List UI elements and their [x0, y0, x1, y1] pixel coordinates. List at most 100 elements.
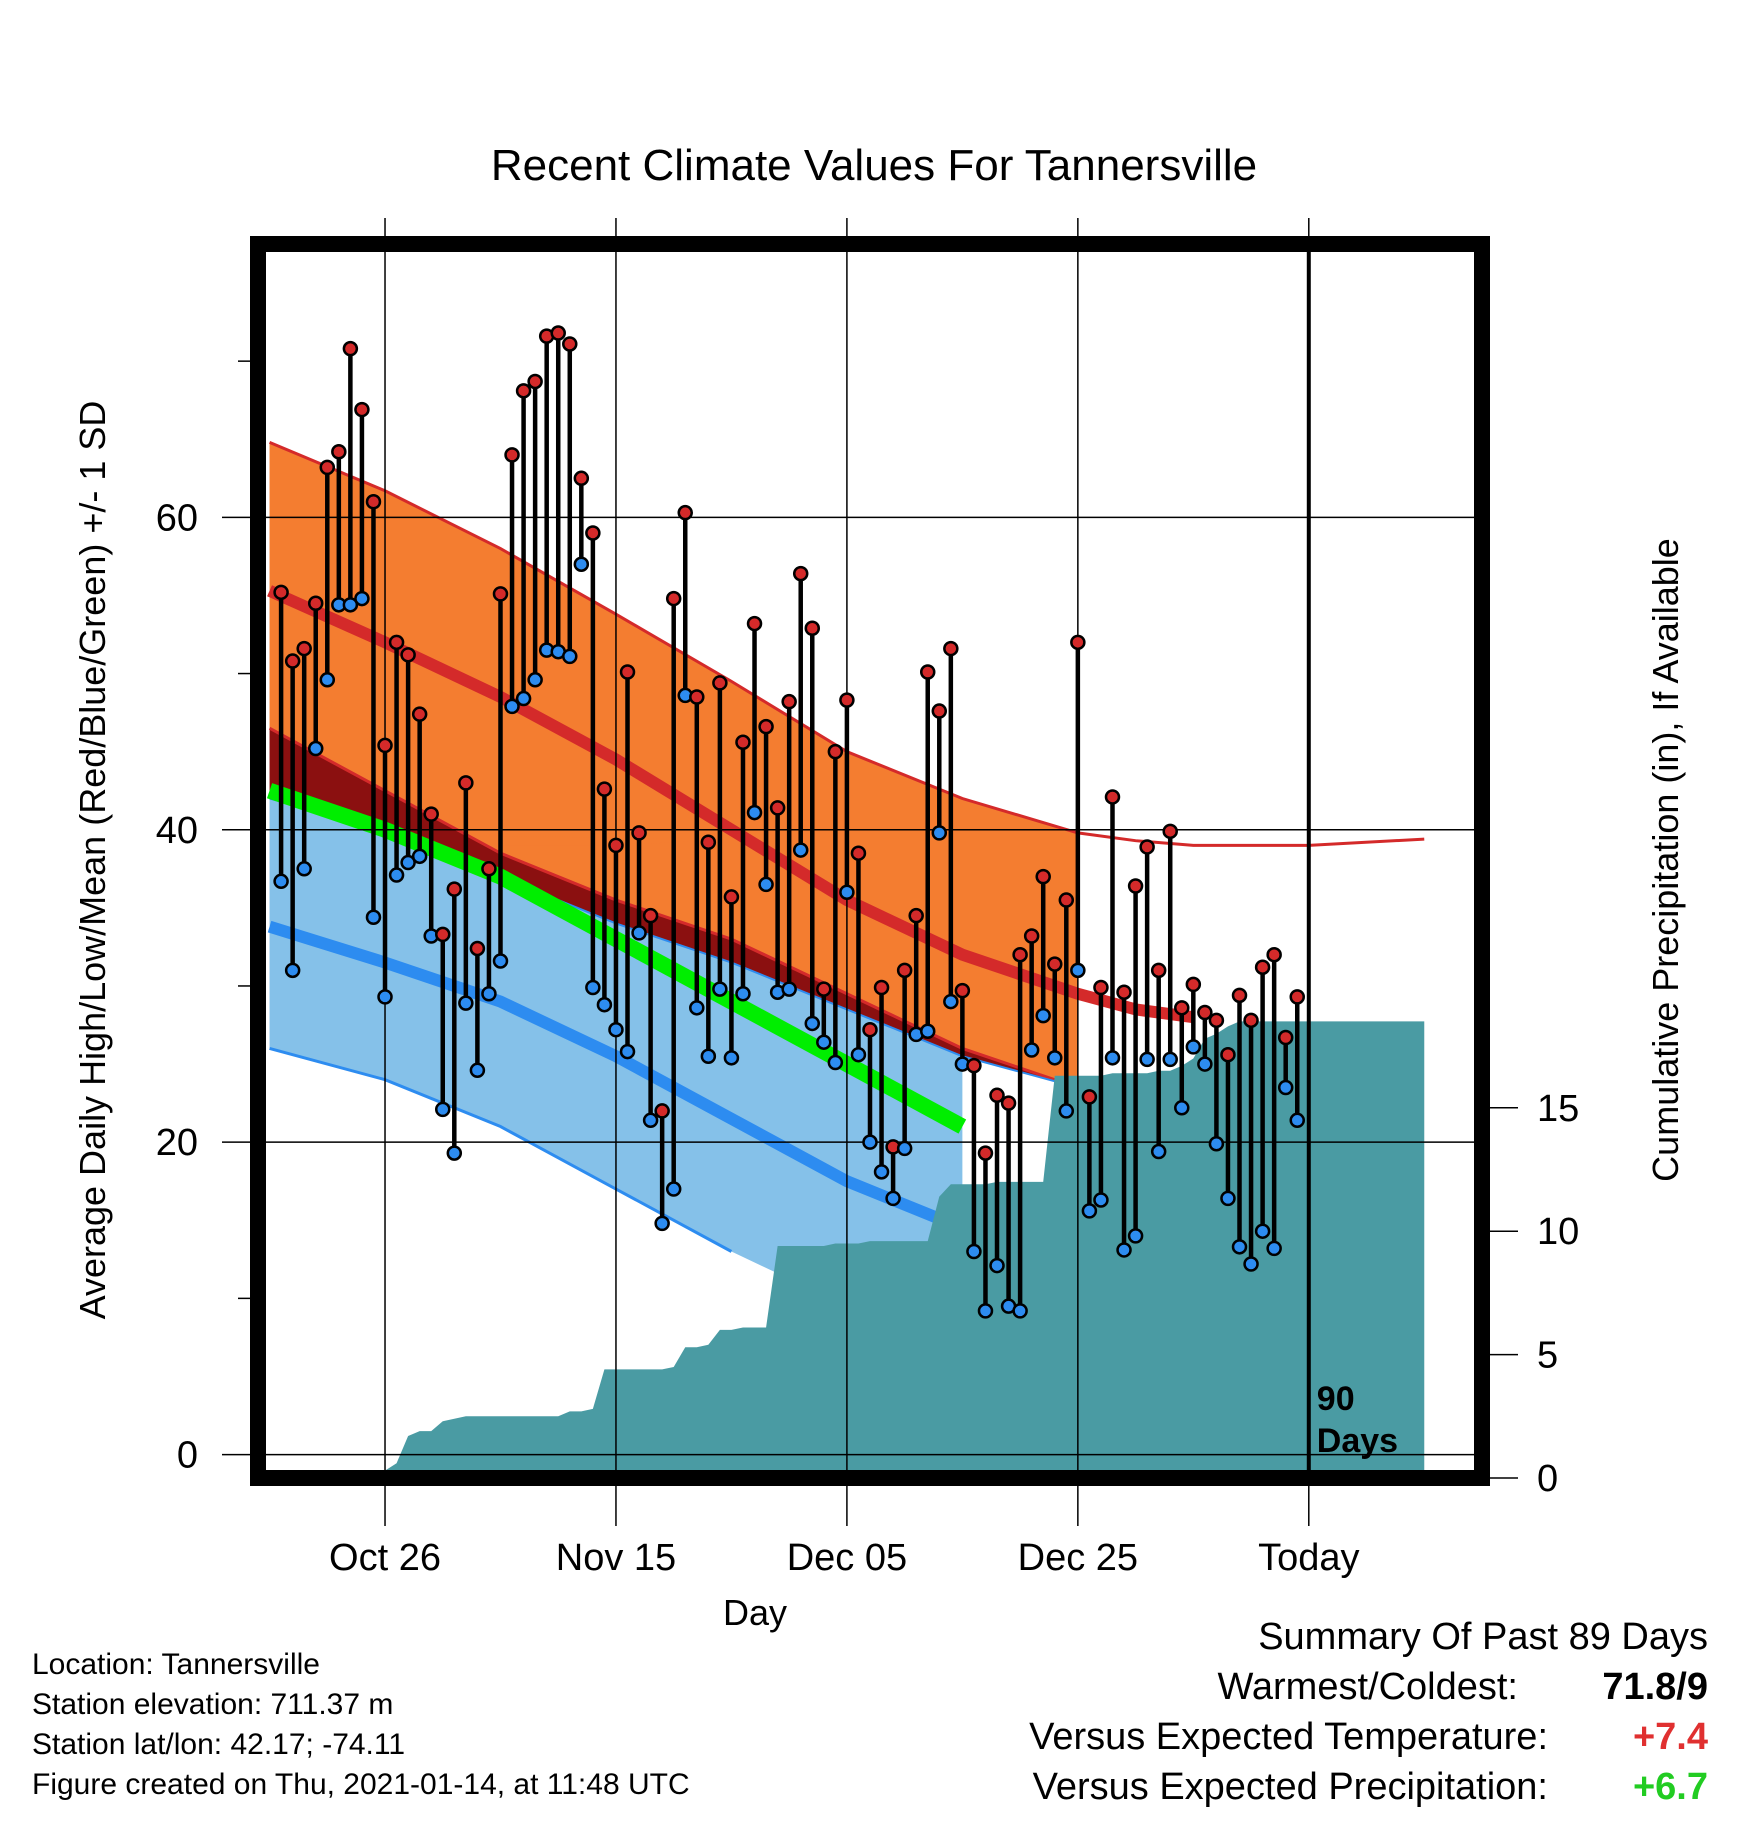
daily-dots [273, 325, 1305, 1319]
precip-value: +6.7 [1632, 1766, 1708, 1808]
high-dot [723, 889, 740, 905]
high-dot [354, 401, 370, 418]
low-dot [1104, 1050, 1121, 1066]
high-dot [919, 664, 936, 680]
summary-row-temperature: Versus Expected Temperature: +7.4 [1029, 1712, 1708, 1762]
high-dot [365, 493, 382, 510]
y-left-tick-label: 0 [177, 1435, 198, 1477]
high-dot [1220, 1046, 1236, 1063]
low-dot [1266, 1240, 1282, 1257]
latlon-text: Station lat/lon: 42.17; -74.11 [32, 1728, 406, 1761]
high-dot [342, 340, 359, 357]
high-dot [284, 653, 301, 669]
warm-cold-value: 71.8/9 [1602, 1666, 1708, 1708]
low-dot [411, 848, 428, 865]
high-dot [631, 825, 647, 841]
low-dot [573, 556, 590, 572]
low-dot [458, 995, 474, 1011]
low-dot [862, 1134, 878, 1150]
y-right-tick-label: 0 [1537, 1458, 1558, 1500]
low-dot [700, 1048, 717, 1065]
high-dot [504, 447, 520, 463]
high-dot [1277, 1029, 1294, 1046]
high-dot [1162, 823, 1178, 840]
x-tick-label: Oct 26 [329, 1537, 441, 1579]
high-dot [1266, 946, 1282, 963]
high-dot [746, 615, 763, 632]
high-dot [1058, 892, 1075, 908]
high-dot [1127, 878, 1144, 894]
high-dot [839, 692, 855, 708]
high-dot [850, 845, 867, 861]
y-axis-left-label: Average Daily High/Low/Mean (Red/Blue/Gr… [72, 401, 113, 1320]
high-dot [527, 373, 543, 390]
low-dot [1093, 1192, 1109, 1208]
high-dot [769, 800, 786, 816]
high-dot [781, 693, 797, 710]
high-dot [411, 706, 428, 722]
high-dot [481, 861, 497, 877]
high-dot [862, 1021, 878, 1038]
today-days-number: 90 [1317, 1380, 1355, 1418]
low-dot [596, 996, 613, 1013]
high-dot [1000, 1095, 1017, 1111]
low-dot [850, 1046, 867, 1063]
high-dot [989, 1087, 1005, 1104]
high-dot [1070, 634, 1086, 651]
axes: Oct 26 Nov 15 Dec 05 Dec 25 Today 0 20 40 60 0 5 10… [156, 218, 1579, 1579]
high-dot [712, 675, 728, 691]
low-dot [527, 672, 543, 688]
low-dot [758, 876, 774, 893]
x-tick-label: Dec 05 [787, 1537, 907, 1579]
high-dot [550, 325, 566, 341]
low-dot [354, 590, 370, 607]
y-left-tick-label: 20 [156, 1122, 198, 1164]
low-dot [388, 867, 405, 883]
high-dot [1023, 928, 1040, 944]
high-dot [458, 775, 474, 791]
low-dot [781, 981, 797, 997]
high-dot [446, 881, 463, 897]
high-dot [1254, 959, 1271, 975]
high-dot [873, 979, 890, 996]
high-dot [1185, 976, 1202, 993]
low-dot [989, 1257, 1005, 1274]
low-dot [273, 873, 289, 890]
low-dot [896, 1140, 913, 1157]
high-dot [1231, 987, 1248, 1004]
chart-title: Recent Climate Values For Tannersville [491, 141, 1257, 190]
high-dot [388, 634, 405, 651]
low-dot [1058, 1103, 1075, 1119]
low-dot [665, 1181, 682, 1197]
high-dot [931, 703, 948, 719]
low-dot [1116, 1242, 1132, 1258]
high-dot [735, 734, 751, 751]
high-dot [689, 689, 705, 705]
high-dot [619, 664, 636, 680]
low-dot [792, 842, 809, 858]
low-dot [515, 690, 532, 707]
low-dot [816, 1034, 832, 1050]
low-dot [481, 986, 497, 1002]
low-dot [885, 1190, 901, 1207]
low-dot [585, 979, 601, 996]
location-text: Location: Tannersville [32, 1648, 320, 1681]
low-dot [1127, 1228, 1144, 1244]
high-dot [896, 962, 913, 979]
low-dot [377, 989, 393, 1005]
temp-value: +7.4 [1632, 1716, 1708, 1758]
frame-border [250, 236, 1490, 1486]
low-dot [1243, 1256, 1259, 1272]
high-dot [307, 595, 324, 612]
low-dot [1035, 1007, 1051, 1024]
low-dot [1277, 1079, 1294, 1096]
high-dot [677, 504, 693, 521]
low-dot [1208, 1135, 1225, 1152]
low-dot [562, 648, 578, 665]
low-dot [1289, 1112, 1305, 1129]
high-dot [908, 907, 924, 924]
high-dot [1035, 868, 1051, 885]
low-dot [504, 698, 520, 715]
low-dot [804, 1015, 821, 1032]
